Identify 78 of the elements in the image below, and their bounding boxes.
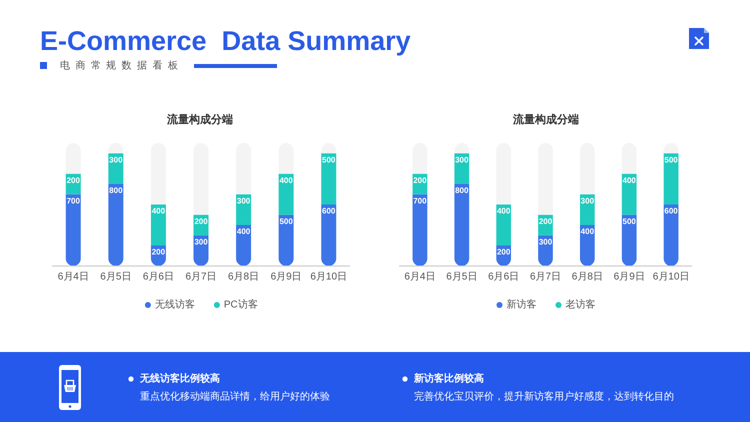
data-label: 400 bbox=[152, 206, 166, 216]
x-tick-label: 6月10日 bbox=[652, 272, 690, 282]
legend-label: 老访客 bbox=[566, 298, 596, 310]
data-label: 700 bbox=[413, 196, 428, 206]
text: 新访客比例较高 bbox=[413, 372, 484, 384]
bar bbox=[321, 204, 336, 266]
bar bbox=[496, 143, 512, 204]
bar bbox=[412, 194, 428, 266]
text: 电商常规数据看板 bbox=[60, 60, 184, 72]
x-tick-label: 6月5日 bbox=[446, 272, 478, 282]
data-label: 200 bbox=[496, 248, 511, 256]
bar bbox=[278, 214, 294, 266]
x-tick-label: 6月9日 bbox=[270, 272, 302, 282]
data-label: 200 bbox=[152, 248, 166, 256]
bar bbox=[278, 143, 294, 174]
data-label: 400 bbox=[279, 176, 294, 185]
bar bbox=[538, 143, 553, 215]
x-tick-label: 6月9日 bbox=[614, 272, 645, 282]
data-label: 200 bbox=[413, 176, 428, 185]
bar bbox=[236, 225, 252, 266]
bar bbox=[66, 143, 81, 174]
text: 重点优化移动端商品详情，给用户好的体验 bbox=[140, 390, 330, 402]
chart-title: 流量构成分端 bbox=[166, 113, 233, 126]
legend-label: 无线访客 bbox=[154, 298, 195, 310]
data-label: 200 bbox=[66, 176, 81, 185]
data-label: 300 bbox=[109, 155, 124, 164]
data-label: 400 bbox=[236, 227, 251, 236]
data-label: 300 bbox=[236, 196, 251, 206]
data-label: 500 bbox=[664, 155, 678, 164]
x-tick-label: 6月5日 bbox=[100, 272, 132, 282]
bar bbox=[454, 184, 470, 266]
data-label: 500 bbox=[279, 216, 294, 226]
data-label: 400 bbox=[496, 206, 511, 216]
text: 无线访客比例较高 bbox=[139, 372, 220, 384]
chart-title: 流量构成分端 bbox=[512, 113, 579, 126]
data-label: 800 bbox=[455, 186, 470, 195]
x-tick-label: 6月6日 bbox=[488, 272, 520, 282]
data-label: 300 bbox=[580, 196, 595, 206]
bar bbox=[150, 143, 166, 204]
bar bbox=[321, 153, 336, 204]
data-label: 300 bbox=[194, 237, 208, 246]
x-tick-label: 6月4日 bbox=[404, 272, 436, 282]
text: 完善优化宝贝评价，提升新访客用户好感度，达到转化目的 bbox=[414, 390, 674, 402]
data-label: 300 bbox=[455, 155, 470, 164]
bar bbox=[194, 143, 208, 215]
x-tick-label: 6月6日 bbox=[142, 272, 174, 282]
data-label: 600 bbox=[322, 206, 336, 216]
bar bbox=[108, 184, 124, 266]
data-label: 400 bbox=[622, 176, 636, 185]
data-label: 600 bbox=[664, 206, 678, 216]
data-label: 500 bbox=[622, 216, 636, 226]
bar bbox=[236, 143, 252, 194]
data-label: 400 bbox=[580, 227, 595, 236]
data-label: 300 bbox=[538, 237, 553, 246]
bar bbox=[412, 143, 428, 174]
data-label: 200 bbox=[538, 216, 553, 226]
legend-label: 新访客 bbox=[506, 298, 536, 310]
text: E-Commerce Data Summary bbox=[40, 26, 411, 56]
x-tick-label: 6月7日 bbox=[185, 272, 217, 282]
legend-label: PC访客 bbox=[224, 298, 258, 310]
bar bbox=[66, 194, 81, 266]
bar bbox=[580, 143, 595, 194]
bar bbox=[278, 174, 294, 215]
data-label: 200 bbox=[194, 216, 208, 226]
x-tick-label: 6月4日 bbox=[58, 272, 89, 282]
bar bbox=[664, 153, 678, 204]
x-tick-label: 6月7日 bbox=[530, 272, 562, 282]
data-label: 800 bbox=[109, 186, 124, 195]
bar bbox=[496, 204, 512, 246]
bar bbox=[150, 204, 166, 246]
bar bbox=[664, 204, 678, 266]
data-label: 700 bbox=[66, 196, 81, 206]
data-label: 500 bbox=[322, 155, 336, 164]
x-tick-label: 6月8日 bbox=[572, 272, 603, 282]
x-tick-label: 6月8日 bbox=[228, 272, 260, 282]
bar bbox=[622, 214, 637, 266]
x-tick-label: 6月10日 bbox=[310, 272, 348, 282]
bar bbox=[622, 143, 637, 174]
